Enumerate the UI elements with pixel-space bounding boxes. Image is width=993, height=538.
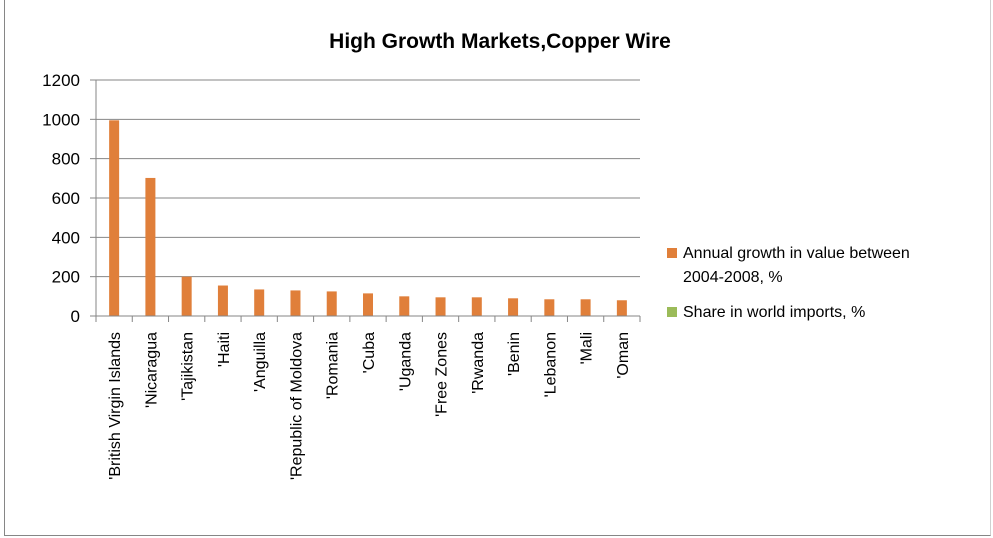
bar <box>109 120 120 316</box>
y-tick-label: 400 <box>52 228 80 247</box>
legend-swatch <box>667 307 677 317</box>
axes <box>95 80 640 317</box>
y-axis-ticks: 0 200 400 600 800 1000 1200 <box>42 71 96 326</box>
x-axis-labels: 'British Virgin Islands 'Nicaragua 'Tajiki… <box>95 316 641 480</box>
y-tick-label: 1200 <box>42 71 80 90</box>
bar <box>544 299 555 316</box>
x-tick-label: 'Cuba <box>361 332 378 373</box>
legend-label: Annual growth in value between <box>683 245 910 262</box>
bar <box>399 296 410 316</box>
y-tick-label: 200 <box>52 268 80 287</box>
bar <box>471 297 482 316</box>
bar <box>254 289 265 316</box>
bar <box>181 276 192 316</box>
x-tick-label: 'Republic of Moldova <box>288 332 305 480</box>
y-tick-label: 1000 <box>42 110 80 129</box>
x-tick-label: 'Rwanda <box>470 332 487 394</box>
x-tick-label: 'Mali <box>579 332 596 364</box>
x-tick-label: 'Free Zones <box>434 332 451 417</box>
chart-title: High Growth Markets,Copper Wire <box>329 30 671 53</box>
x-tick-label: 'Oman <box>615 332 632 379</box>
legend-label: Share in world imports, % <box>683 304 865 321</box>
bar <box>435 297 446 316</box>
x-tick-label: 'Haiti <box>216 332 233 367</box>
chart-frame <box>4 0 991 536</box>
bar <box>508 298 519 316</box>
legend-label: 2004-2008, % <box>683 269 783 286</box>
bars <box>109 120 627 316</box>
legend: Annual growth in value between 2004-2008,… <box>667 245 910 321</box>
x-tick-label: 'Benin <box>506 332 523 376</box>
x-tick-label: 'Romania <box>325 332 342 399</box>
gridlines <box>96 79 640 278</box>
x-tick-label: 'Lebanon <box>542 332 559 397</box>
legend-swatch <box>667 248 677 258</box>
y-tick-label: 800 <box>52 150 80 169</box>
y-tick-label: 600 <box>52 189 80 208</box>
bar <box>217 285 228 316</box>
bar <box>326 291 337 316</box>
x-tick-label: 'Nicaragua <box>143 332 160 408</box>
y-tick-label: 0 <box>71 307 80 326</box>
bar <box>616 300 627 316</box>
x-tick-label: 'British Virgin Islands <box>107 332 124 480</box>
x-tick-label: 'Tajikistan <box>180 332 197 401</box>
bar <box>290 290 301 316</box>
x-tick-label: 'Anguilla <box>252 332 269 392</box>
bar <box>145 177 156 316</box>
x-tick-label: 'Uganda <box>397 332 414 391</box>
bar <box>580 299 591 316</box>
bar <box>363 293 373 316</box>
